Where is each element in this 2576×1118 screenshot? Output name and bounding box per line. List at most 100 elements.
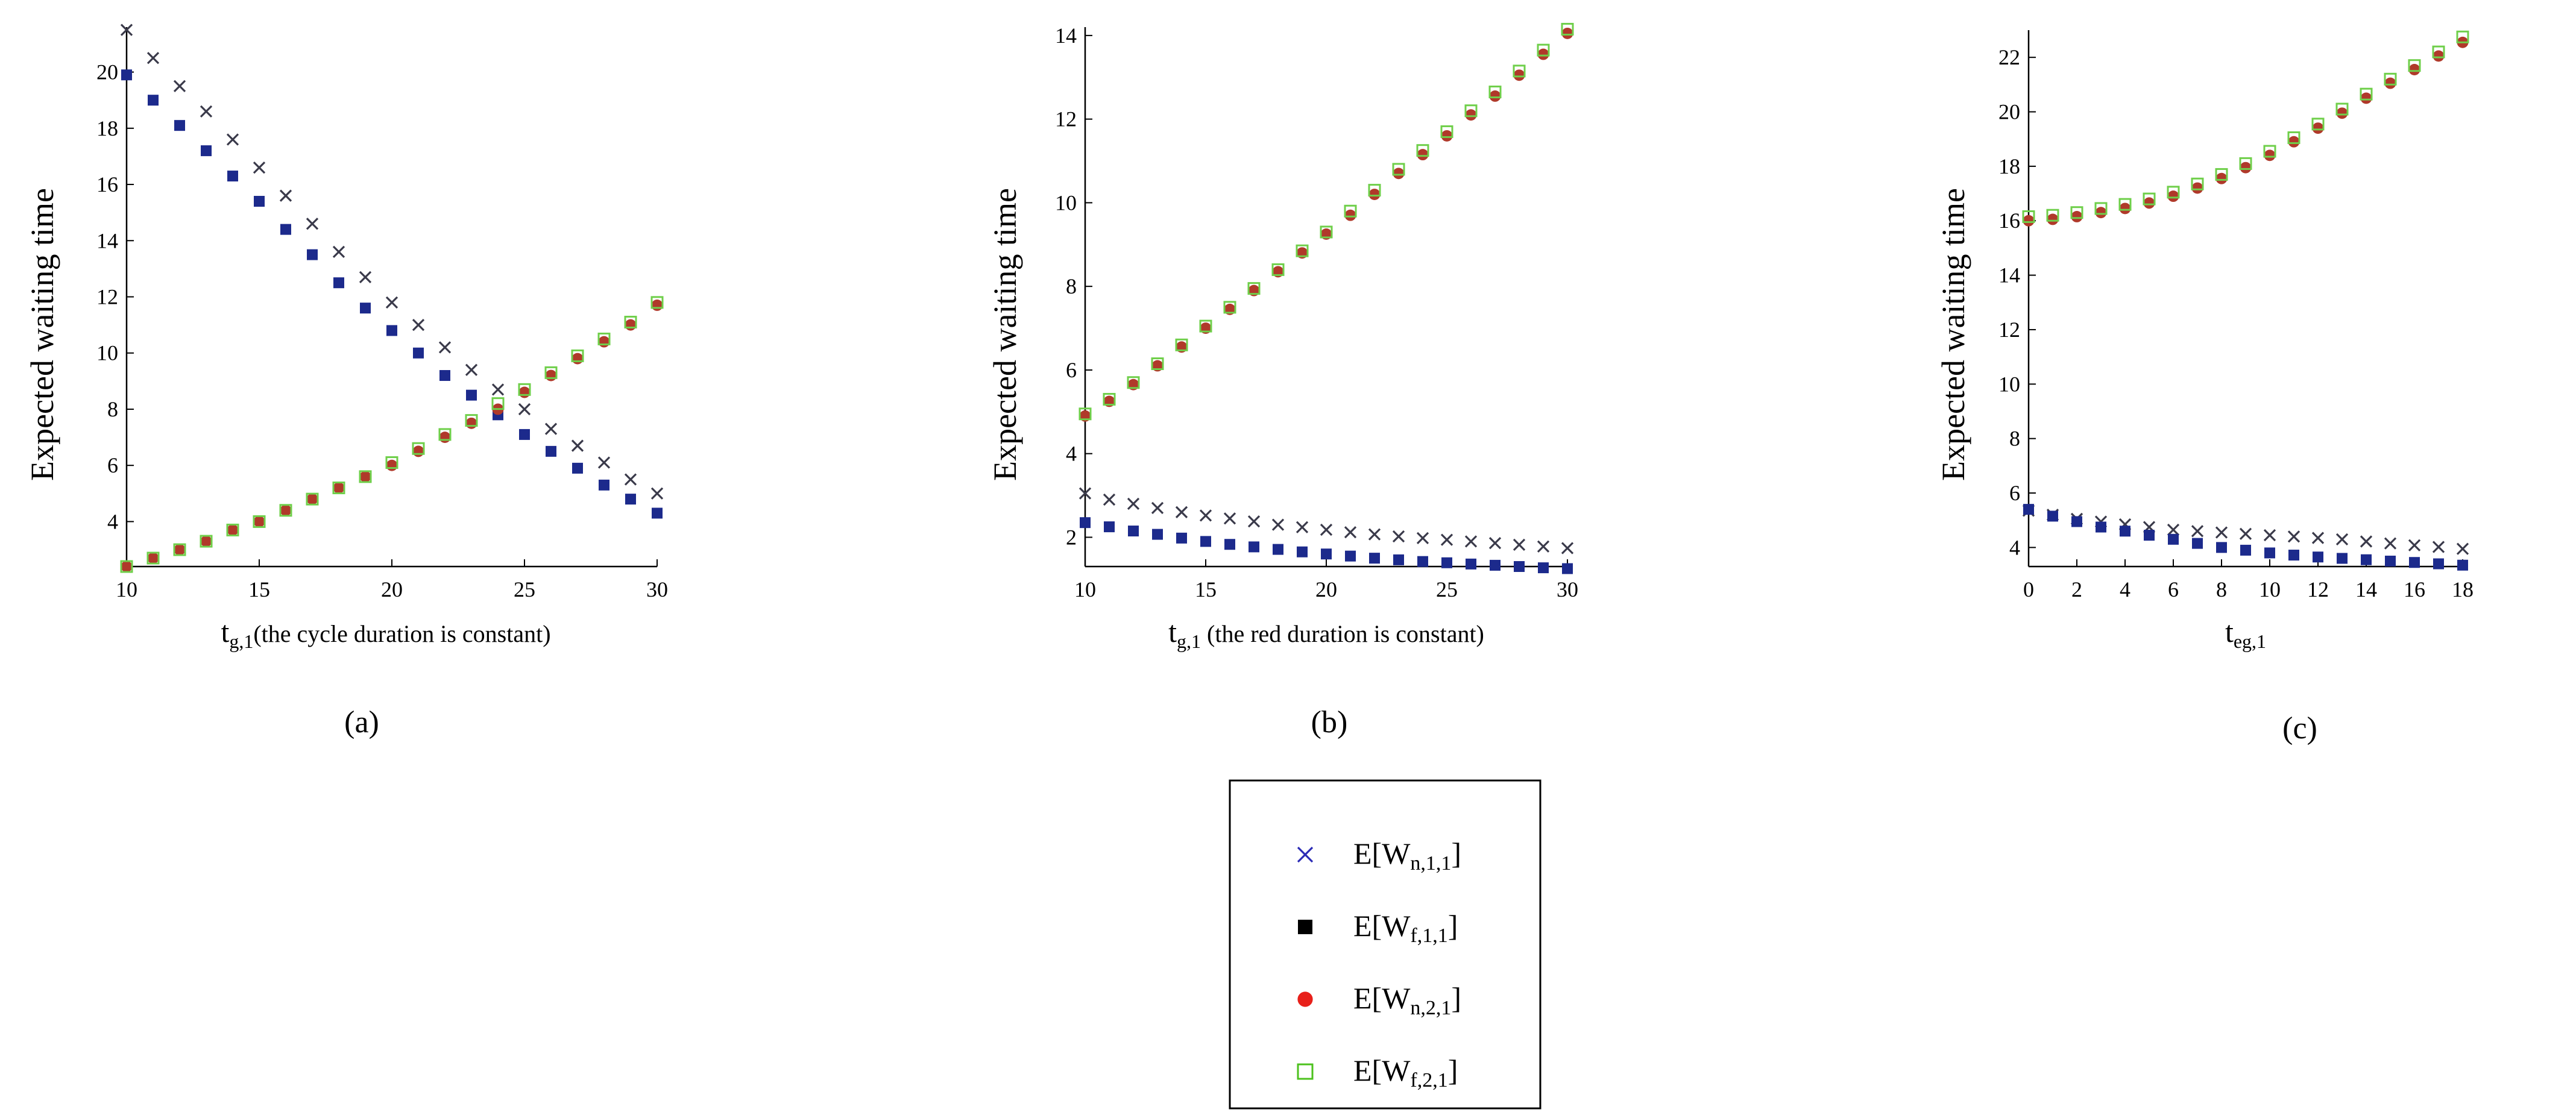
legend-marker-2 (1297, 991, 1313, 1007)
panel-c-point-Wf11 (2047, 510, 2058, 522)
panel-b-point-Wn11 (1127, 497, 1140, 510)
panel-a-point-Wn11 (465, 363, 478, 376)
panel-a-point-Wf11 (174, 120, 185, 131)
panel-a-point-Wf11 (439, 370, 450, 382)
panel-a-point-Wn11 (279, 189, 292, 202)
panel-a-point-Wf11 (466, 389, 477, 401)
panel-b-point-Wf21 (1079, 407, 1092, 421)
panel-b-point-Wf11 (1417, 556, 1428, 567)
panel-b-point-Wn11 (1344, 526, 1357, 539)
panel-a-ytick-label: 14 (96, 228, 118, 253)
legend-entry-2-main: E[W (1353, 981, 1411, 1015)
panel-c-point-Wn11 (2215, 526, 2228, 539)
panel-c-point-Wn11 (2335, 533, 2349, 545)
panel-a-ytick-label: 16 (96, 172, 118, 196)
panel-b-xlabel: tg,1 (the red duration is constant) (1168, 615, 1484, 652)
panel-b-point-Wf11 (1538, 562, 1549, 574)
panel-a-point-Wf11 (307, 249, 318, 260)
panel-c-caption: (c) (2282, 711, 2317, 746)
panel-c-point-Wf21 (2143, 192, 2156, 206)
panel-a-point-Wf11 (572, 462, 583, 474)
panel-a-point-Wn11 (624, 473, 637, 486)
panel-b: 2 4 6 8 10 12 14 10 15 20 25 30 Expected waiting ti… (987, 22, 1578, 740)
panel-b-axes: 2 4 6 8 10 12 14 10 15 20 25 30 (1055, 24, 1578, 601)
panel-a-point-Wf21 (120, 560, 133, 573)
panel-a-point-Wn21 (625, 319, 637, 331)
panel-c-point-Wn11 (2432, 541, 2445, 553)
panel-b-point-Wf21 (1561, 22, 1574, 36)
legend-entry-3-close: ] (1448, 1054, 1458, 1087)
panel-b-xtick-label: 30 (1557, 577, 1578, 601)
panel-a-ylabel: Expected waiting time (24, 188, 60, 481)
panel-a-point-Wf11 (333, 277, 344, 289)
panel-c-point-Wn11 (2311, 532, 2325, 544)
panel-b-point-Wn11 (1537, 540, 1550, 553)
panel-a-ytick-label: 12 (96, 285, 118, 309)
panel-c-point-Wf21 (2263, 145, 2276, 158)
panel-b-point-Wn21 (1441, 130, 1453, 142)
panel-a-point-Wf21 (332, 481, 345, 494)
panel-c-point-Wf21 (2360, 87, 2373, 101)
panel-a-point-Wf11 (280, 224, 291, 235)
panel-a-xtick-label: 25 (514, 577, 535, 601)
panel-c-point-Wn11 (2191, 525, 2204, 538)
panel-b-ytick-label: 12 (1055, 107, 1077, 131)
legend-entry-0-close: ] (1451, 837, 1461, 870)
panel-c-point-Wn21 (2095, 207, 2107, 219)
panel-c-point-Wf21 (2239, 157, 2252, 170)
panel-c-point-Wn21 (2047, 213, 2059, 225)
panel-c-point-Wf21 (2384, 72, 2397, 86)
panel-b-point-Wn11 (1320, 523, 1333, 536)
panel-c-ytick-label: 18 (1998, 154, 2020, 178)
panel-c-point-Wn21 (2360, 92, 2372, 104)
panel-a-point-Wn11 (491, 383, 505, 396)
panel-c-point-Wf21 (2046, 209, 2059, 222)
panel-c-point-Wf21 (2432, 45, 2445, 58)
panel-a-points (120, 24, 664, 573)
panel-c-point-Wf11 (2409, 557, 2420, 568)
panel-a-point-Wn11 (544, 422, 558, 435)
panel-b-ytick-label: 14 (1055, 24, 1077, 48)
panel-c-ytick-label: 12 (1998, 318, 2020, 342)
panel-c-point-Wn21 (2023, 215, 2035, 227)
panel-a-point-Wf21 (518, 383, 531, 396)
panel-c-point-Wf11 (2313, 551, 2323, 563)
panel-a-point-Wf11 (201, 145, 212, 157)
panel-a-point-Wf21 (226, 523, 239, 536)
panel-a-point-Wn11 (146, 52, 160, 64)
panel-b-point-Wn21 (1417, 149, 1429, 161)
panel-b-point-Wf21 (1392, 163, 1405, 176)
legend-frame (1229, 779, 1542, 1110)
panel-b-point-Wf21 (1320, 225, 1333, 239)
panel-a-point-Wf11 (386, 325, 397, 336)
panel-a-point-Wf21 (385, 456, 398, 469)
panel-a-point-Wf21 (146, 551, 160, 565)
legend-marker-3 (1297, 1063, 1314, 1080)
panel-c-point-Wf11 (2264, 547, 2275, 559)
legend-entry-0-label: E[Wn,1,1] (1353, 837, 1461, 875)
panel-a-point-Wn11 (306, 218, 319, 230)
panel-c-ytick-label: 8 (2009, 427, 2020, 451)
panel-c-point-Wf21 (2287, 131, 2300, 144)
panel-a-point-Wf21 (253, 515, 266, 528)
panel-b-point-Wf21 (1127, 376, 1140, 389)
panel-b-point-Wn21 (1513, 69, 1525, 81)
panel-a-point-Wn21 (386, 459, 398, 471)
panel-b-point-Wf21 (1464, 104, 1478, 118)
panel-c-point-Wn21 (2240, 162, 2252, 174)
panel-b-point-Wf11 (1562, 563, 1573, 574)
panel-a-point-Wn21 (306, 493, 318, 505)
panel-a-point-Wn21 (333, 482, 345, 494)
panel-c-ytick-label: 10 (1998, 372, 2020, 396)
panel-a-point-Wn21 (598, 336, 610, 348)
panel-c-point-Wn21 (2215, 172, 2228, 184)
legend-entry-2-sub: n,2,1 (1410, 997, 1451, 1019)
panel-a-xtick-label: 10 (116, 577, 137, 601)
panel-b-xtick-label: 10 (1074, 577, 1096, 601)
panel-a-ytick-label: 20 (96, 60, 118, 84)
panel-a-point-Wn11 (200, 105, 213, 118)
panel-b-point-Wn11 (1464, 535, 1478, 548)
panel-a-point-Wn21 (147, 552, 159, 564)
panel-b-ylabel: Expected waiting time (987, 188, 1023, 481)
